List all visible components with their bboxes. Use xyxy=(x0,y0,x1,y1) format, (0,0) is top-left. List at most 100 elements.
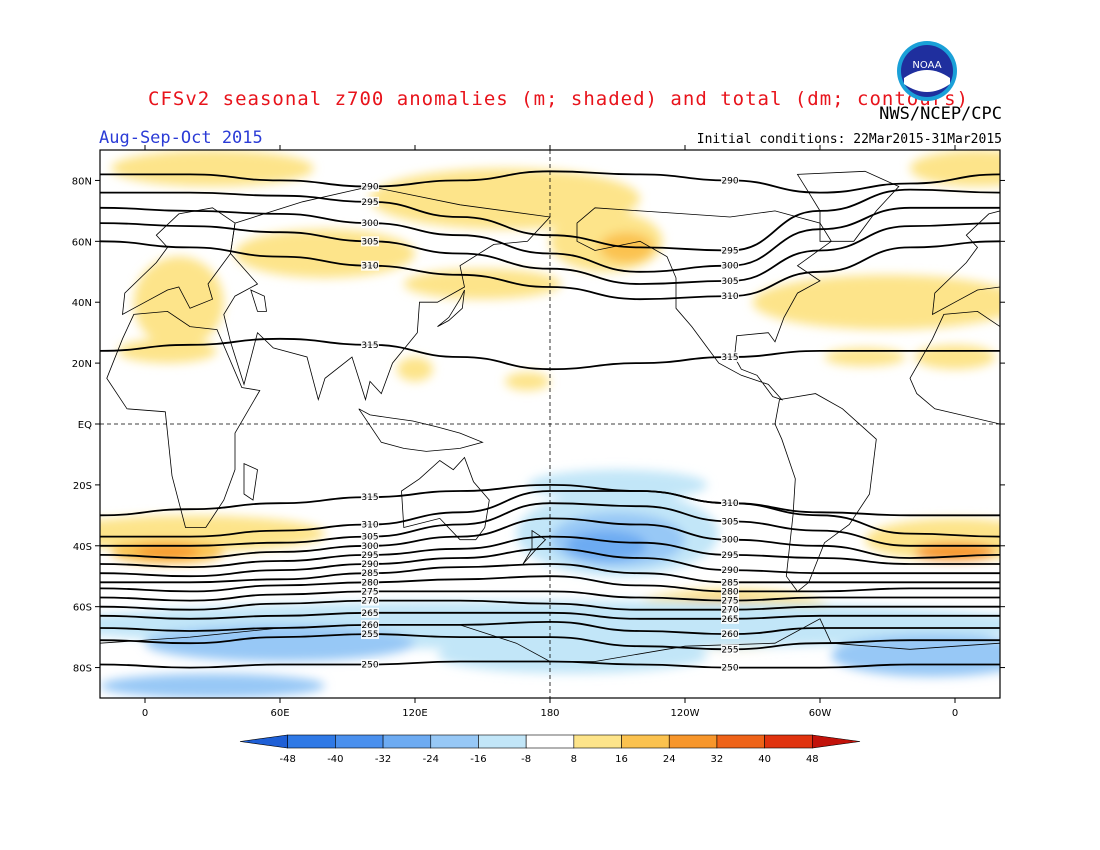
contour-line xyxy=(100,633,1000,651)
colorbar: -48 -40 -32 -24 -16 -8 8 16 24 32 40 48 xyxy=(239,734,861,765)
contour-line xyxy=(100,206,1000,273)
contour-label-bg xyxy=(361,339,379,350)
lon-tick-label: 60W xyxy=(809,708,832,719)
contour-label-bg xyxy=(361,607,379,618)
contour-label: 315 xyxy=(361,493,378,503)
contour-label: 255 xyxy=(721,645,738,655)
contour-label-bg xyxy=(721,595,739,606)
coastline-africa xyxy=(106,310,261,528)
contour-label: 250 xyxy=(361,661,378,671)
colorbar-label: 40 xyxy=(758,754,771,765)
colorbar-label: -40 xyxy=(327,754,343,765)
anomaly-blob xyxy=(118,338,217,364)
contour-label: 275 xyxy=(721,597,738,607)
coastline-europe-east xyxy=(932,210,1000,316)
anomaly-blob xyxy=(824,347,906,367)
colorbar-swatch xyxy=(239,734,288,749)
contour-label-bg xyxy=(721,662,739,673)
contour-label-bg xyxy=(361,531,379,542)
contour-label: 280 xyxy=(721,587,738,597)
anomaly-blob xyxy=(370,168,640,230)
coastline-nz xyxy=(522,529,547,565)
contour-label-bg xyxy=(721,586,739,597)
main-title: CFSv2 seasonal z700 anomalies (m; shaded… xyxy=(148,88,969,110)
contour-label-bg xyxy=(721,352,739,363)
coastline-asia xyxy=(223,186,551,402)
lon-tick-label: 0 xyxy=(142,708,148,719)
contour-label: 310 xyxy=(721,499,738,509)
contour-label: 270 xyxy=(721,606,738,616)
colorbar-label: -48 xyxy=(280,754,296,765)
contour-label: 295 xyxy=(721,551,738,561)
lon-tick-label: 60E xyxy=(270,708,289,719)
lat-tick-label: 40S xyxy=(73,542,92,553)
anomaly-blob xyxy=(136,545,199,558)
contour-label-bg xyxy=(361,619,379,630)
contour-label-bg xyxy=(361,260,379,271)
contour-label: 285 xyxy=(721,578,738,588)
contour-label: 295 xyxy=(361,551,378,561)
lat-tick-label: 80N xyxy=(72,176,92,187)
contour-label-bg xyxy=(361,577,379,588)
contour-label-bg xyxy=(361,519,379,530)
contour-label-bg xyxy=(721,644,739,655)
anomaly-blob xyxy=(133,256,224,348)
initial-conditions-label: Initial conditions: 22Mar2015-31Mar2015 xyxy=(696,132,1002,147)
contour-label: 270 xyxy=(361,597,378,607)
colorbar-swatch xyxy=(478,734,527,749)
contour-line xyxy=(100,517,1000,559)
contour-label-bg xyxy=(721,291,739,302)
contour-label-bg xyxy=(721,175,739,186)
contour-label-bg xyxy=(721,516,739,527)
contour-label: 290 xyxy=(721,176,738,186)
contour-label-bg xyxy=(721,498,739,509)
contour-line xyxy=(100,490,1000,538)
colorbar-label: 48 xyxy=(806,754,819,765)
colorbar-swatch xyxy=(430,734,479,749)
anomaly-blob xyxy=(752,274,1000,330)
contour-label: 310 xyxy=(361,262,378,272)
contour-label: 290 xyxy=(361,560,378,570)
contour-line xyxy=(100,240,1000,301)
contour-label: 275 xyxy=(361,587,378,597)
colorbar-label: 32 xyxy=(711,754,724,765)
anomaly-blob xyxy=(914,542,996,561)
contour-label-bg xyxy=(361,540,379,551)
colorbar-swatch xyxy=(525,734,575,749)
reference-lines xyxy=(100,150,1000,698)
coastline-australia xyxy=(401,456,490,541)
lon-tick-label: 120W xyxy=(671,708,700,719)
colorbar-swatch xyxy=(621,734,670,749)
contour-label-bg xyxy=(721,549,739,560)
season-label: Aug-Sep-Oct 2015 xyxy=(99,128,263,148)
colorbar-label: -32 xyxy=(375,754,391,765)
colorbar-label: -24 xyxy=(423,754,439,765)
contour-label-bg xyxy=(361,568,379,579)
anomaly-blob xyxy=(505,372,550,391)
lat-tick-label: 20N xyxy=(72,359,92,370)
contour-label: 310 xyxy=(721,292,738,302)
contour-label-bg xyxy=(721,613,739,624)
lon-tick-label: 120E xyxy=(402,708,427,719)
colorbar-label: -16 xyxy=(470,754,486,765)
contour-label-bg xyxy=(361,559,379,570)
contour-label-bg xyxy=(361,236,379,247)
contour-label: 310 xyxy=(361,520,378,530)
contour-label-bg xyxy=(361,181,379,192)
coastline-madagascar xyxy=(243,462,258,501)
contour-label: 285 xyxy=(361,569,378,579)
contour-label: 305 xyxy=(361,237,378,247)
agency-label: NWS/NCEP/CPC xyxy=(879,104,1002,124)
contour-label: 280 xyxy=(361,578,378,588)
contour-label: 290 xyxy=(361,183,378,193)
noaa-logo: NOAA xyxy=(897,41,957,101)
contour-label-bg xyxy=(721,260,739,271)
contour-label-bg xyxy=(721,534,739,545)
contour-label: 250 xyxy=(721,664,738,674)
lat-tick-label: 80S xyxy=(73,664,92,675)
contour-label: 300 xyxy=(361,542,378,552)
contour-label-bg xyxy=(361,218,379,229)
contour-label: 305 xyxy=(361,533,378,543)
contour-label-bg xyxy=(361,595,379,606)
colorbar-label: 16 xyxy=(615,754,628,765)
